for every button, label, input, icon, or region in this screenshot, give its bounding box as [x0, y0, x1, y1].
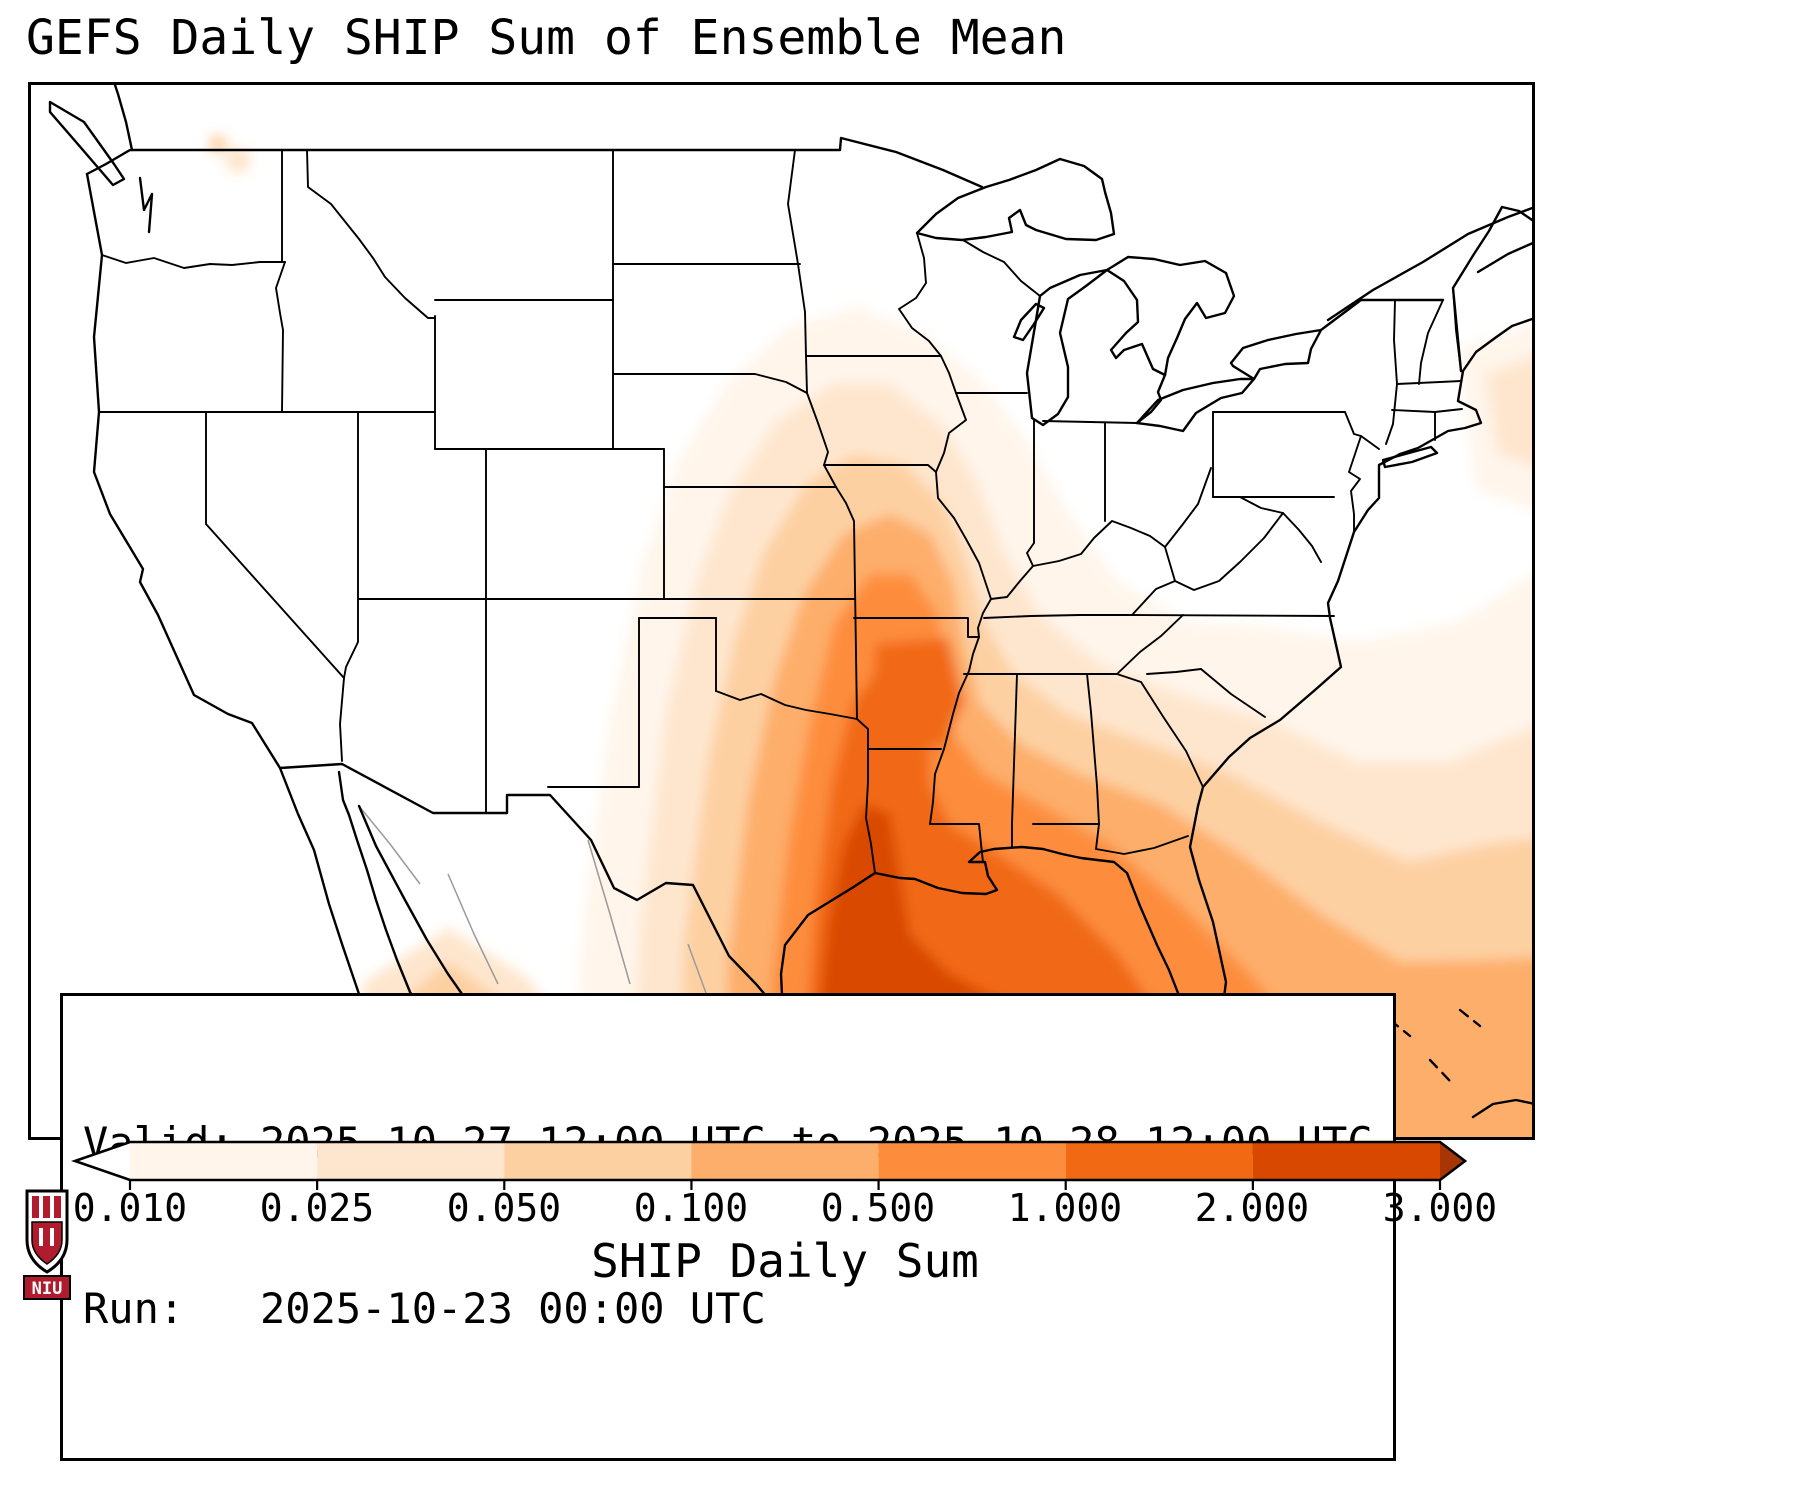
colorbar-label: SHIP Daily Sum	[591, 1234, 979, 1288]
colorbar-tick-7: 3.000	[1382, 1186, 1498, 1230]
colorbar-tick-6: 2.000	[1194, 1186, 1310, 1230]
niu-logo: NIU	[22, 1188, 72, 1306]
niu-shield-icon	[25, 1189, 69, 1274]
colorbar-under-arrow	[75, 1142, 130, 1180]
colorbar-segments	[75, 1142, 1465, 1180]
map-canvas	[28, 82, 1535, 1140]
plot-title: GEFS Daily SHIP Sum of Ensemble Mean	[26, 10, 1067, 66]
run-line: Run: 2025-10-23 00:00 UTC	[83, 1284, 766, 1334]
niu-banner: NIU	[23, 1275, 71, 1300]
colorbar-tick-0: 0.010	[72, 1186, 188, 1230]
colorbar-tick-marks	[128, 1180, 1442, 1190]
state-borders	[98, 149, 1463, 874]
colorbar-tick-5: 1.000	[1007, 1186, 1123, 1230]
colorbar-tick-3: 0.100	[633, 1186, 749, 1230]
colorbar-tick-4: 0.500	[820, 1186, 936, 1230]
niu-text: NIU	[32, 1279, 63, 1299]
colorbar-outline	[71, 1140, 1468, 1182]
colorbar-tick-2: 0.050	[446, 1186, 562, 1230]
colorbar-over-arrow	[1440, 1142, 1465, 1180]
colorbar	[71, 1140, 1468, 1190]
colorbar-tick-1: 0.025	[259, 1186, 375, 1230]
